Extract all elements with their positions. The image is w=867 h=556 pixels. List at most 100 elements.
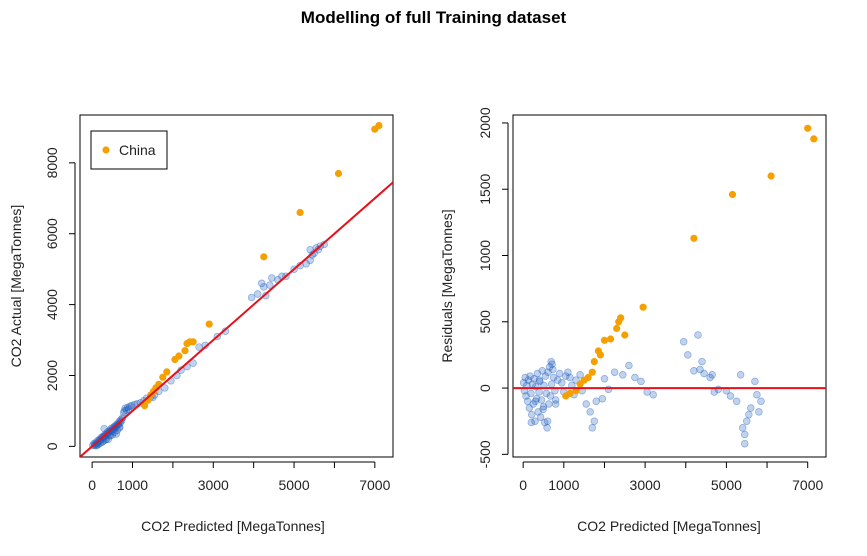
y-tick-label-left-6000: 6000 (44, 218, 60, 249)
data-point-left-39 (122, 406, 131, 414)
china-point-right-14 (617, 314, 625, 322)
data-point-right-85 (742, 417, 751, 425)
y-tick-label-right-1500: 1500 (477, 173, 493, 204)
panel-right: 0 1000 3000 5000 7000 -500 0 500 1000 1500 2000 CO… (439, 107, 827, 534)
china-point-left-6 (159, 373, 167, 381)
y-tick-label-left-8000: 8000 (44, 147, 60, 178)
data-point-left-43 (127, 401, 136, 410)
data-point-right-66 (649, 390, 657, 399)
x-axis-label-right: CO2 Predicted [MegaTonnes] (577, 518, 761, 534)
data-point-right-67 (679, 337, 688, 346)
data-point-right-7 (525, 404, 534, 412)
data-point-right-16 (532, 394, 541, 403)
data-point-left-75 (302, 260, 310, 268)
data-point-right-42 (558, 379, 566, 387)
data-point-right-86 (745, 410, 753, 419)
data-point-right-59 (604, 385, 613, 394)
data-point-right-81 (736, 371, 745, 379)
data-point-right-60 (610, 368, 619, 376)
data-point-right-3 (522, 392, 530, 400)
china-point-right-6 (588, 368, 596, 376)
identity-fit-line (80, 181, 393, 457)
data-point-right-8 (526, 372, 534, 380)
data-point-left-99 (113, 426, 121, 435)
legend-label-china: China (119, 142, 156, 158)
data-point-right-22 (537, 396, 546, 404)
data-point-right-56 (592, 397, 601, 406)
data-point-right-94 (535, 376, 544, 384)
data-point-right-34 (547, 357, 555, 366)
data-point-left-103 (101, 436, 109, 444)
data-point-right-79 (726, 392, 735, 400)
data-point-left-58 (189, 359, 197, 367)
data-point-left-82 (306, 245, 314, 254)
data-point-right-71 (696, 365, 704, 374)
axes-left: 0 1000 3000 5000 7000 0 2000 4000 6000 8000 (44, 147, 391, 493)
china-point-right-15 (621, 331, 629, 339)
data-point-left-65 (257, 279, 266, 288)
data-point-right-41 (555, 369, 564, 378)
plot-area-right (513, 124, 826, 448)
china-point-right-18 (728, 190, 737, 199)
china-point-right-11 (607, 335, 615, 343)
data-point-right-2 (521, 373, 529, 382)
y-tick-label-right-500: 500 (477, 310, 493, 334)
data-point-right-14 (531, 417, 539, 425)
data-point-right-55 (590, 417, 599, 425)
china-point-left-19 (375, 122, 383, 130)
data-point-right-87 (747, 404, 755, 412)
y-tick-label-right-2000: 2000 (477, 107, 493, 138)
data-point-right-5 (523, 397, 532, 406)
data-point-left-98 (110, 428, 119, 436)
data-point-right-29 (543, 424, 551, 432)
y-tick-label-left-2000: 2000 (44, 360, 60, 391)
data-point-right-61 (619, 371, 627, 379)
data-point-right-32 (545, 363, 554, 371)
data-point-right-96 (543, 417, 552, 425)
data-point-right-68 (684, 351, 692, 359)
data-point-right-64 (637, 377, 645, 386)
data-point-right-54 (588, 424, 597, 432)
data-point-right-36 (549, 365, 557, 374)
data-point-right-9 (527, 389, 535, 398)
data-point-right-24 (539, 405, 547, 414)
x-tick-label-right-0: 0 (519, 477, 527, 493)
data-point-left-36 (119, 408, 128, 417)
data-point-right-0 (519, 379, 528, 387)
data-point-right-97 (547, 380, 556, 388)
data-point-right-50 (576, 371, 584, 379)
china-point-left-17 (334, 169, 343, 178)
data-point-right-82 (738, 424, 747, 432)
data-point-right-84 (740, 430, 749, 439)
china-point-left-0 (141, 402, 149, 410)
data-point-right-30 (544, 368, 552, 376)
china-point-right-1 (566, 389, 574, 397)
data-point-right-93 (531, 397, 540, 406)
data-point-right-40 (553, 376, 562, 384)
china-point-left-9 (175, 352, 183, 360)
x-tick-label-left-5000: 5000 (278, 477, 309, 493)
data-point-right-74 (706, 373, 714, 382)
data-point-right-58 (600, 375, 609, 383)
data-point-right-83 (740, 439, 749, 448)
data-point-left-63 (247, 293, 256, 302)
y-tick-label-right--500: -500 (477, 440, 493, 468)
plot-area-left (80, 122, 393, 457)
x-tick-label-right-1000: 1000 (548, 477, 579, 493)
china-point-left-10 (181, 347, 189, 355)
x-tick-label-left-0: 0 (88, 477, 96, 493)
china-point-left-16 (296, 208, 304, 217)
data-point-left-38 (121, 404, 129, 412)
data-point-right-62 (625, 361, 633, 370)
data-point-right-33 (546, 392, 555, 400)
data-point-right-26 (540, 418, 549, 427)
y-axis-label-left: CO2 Actual [MegaTonnes] (8, 205, 24, 368)
x-tick-label-right-3000: 3000 (630, 477, 661, 493)
data-point-right-46 (566, 373, 574, 382)
data-point-left-59 (195, 343, 203, 351)
china-point-left-7 (163, 368, 171, 376)
data-point-right-37 (549, 373, 558, 382)
data-point-right-13 (530, 375, 538, 383)
china-point-right-12 (613, 324, 621, 332)
